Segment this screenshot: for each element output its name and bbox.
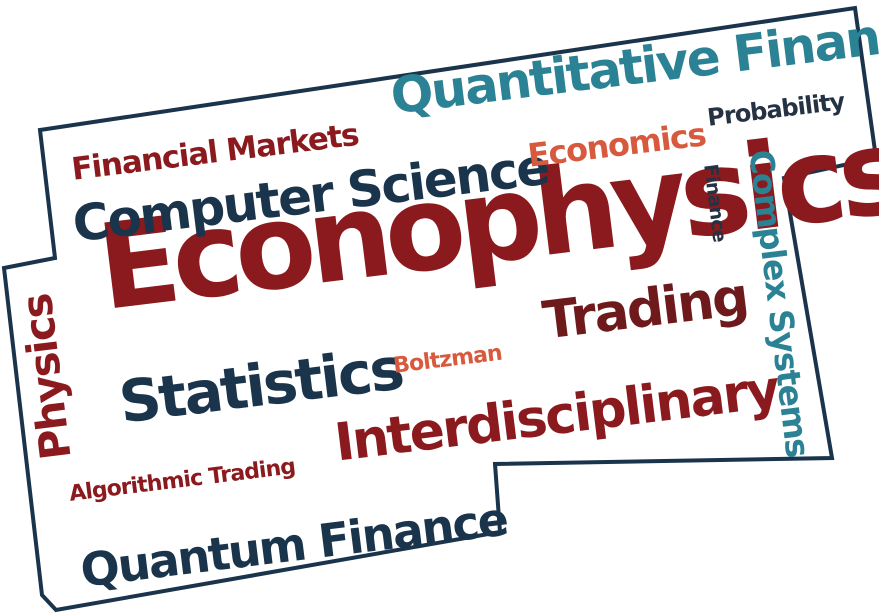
word-cloud-frame [1,5,879,613]
word-cloud: Econophysics Quantitative Finance Comput… [0,0,879,613]
